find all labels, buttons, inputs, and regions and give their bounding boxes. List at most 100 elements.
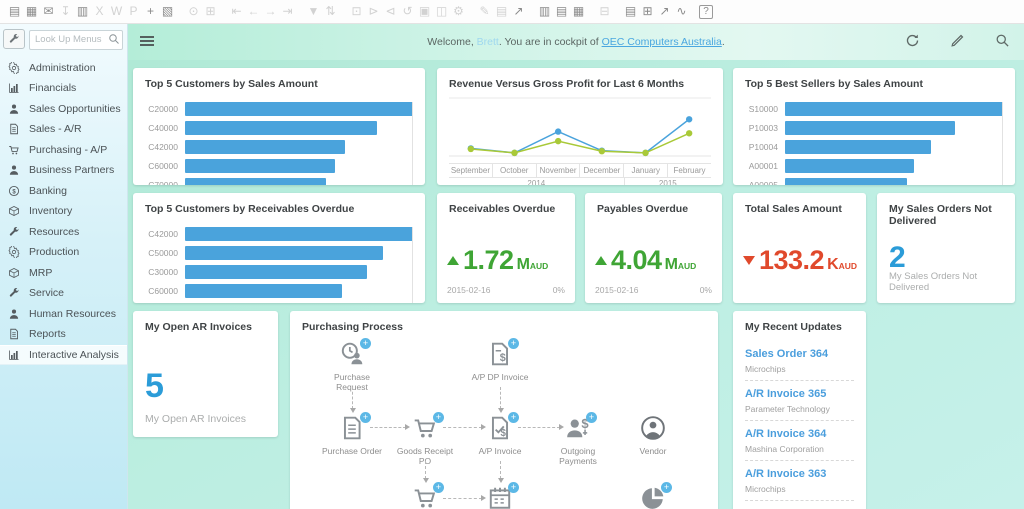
duplicate-icon[interactable]: ▤ [495, 4, 508, 18]
process-node-goods-receipt-po[interactable]: + Goods Receipt PO [392, 412, 458, 466]
widget-kpi-receivables-overdue[interactable]: Receivables Overdue 1.72 M AUD 2015-02-1… [437, 193, 575, 303]
document-link-icon[interactable]: ⊡ [351, 4, 362, 18]
gross-profit-point-october[interactable] [511, 149, 518, 157]
process-node-purchase-order[interactable]: + Purchase Order [319, 412, 385, 456]
export-query-icon[interactable]: ↗ [659, 4, 670, 18]
sidebar-item-sales-opportunities[interactable]: Sales Opportunities [0, 99, 127, 120]
process-node-a-p-invoice[interactable]: + A/P Invoice [467, 412, 533, 456]
tools-button[interactable] [3, 29, 25, 50]
bar-c70000[interactable] [185, 178, 327, 185]
bar-a00005[interactable] [785, 178, 908, 185]
print-preview-icon[interactable]: ▤ [8, 4, 21, 18]
process-node-outgoing-payments[interactable]: + Outgoing Payments [545, 412, 611, 466]
document-journal-icon[interactable]: ▦ [572, 4, 585, 18]
journal-voucher-icon[interactable]: ▤ [555, 4, 568, 18]
add-badge-icon[interactable]: + [508, 338, 519, 349]
refresh-icon[interactable] [905, 33, 920, 48]
org-chart-icon[interactable]: ⊟ [599, 4, 610, 18]
process-node-vendor[interactable]: Vendor [620, 415, 686, 456]
sidebar-item-banking[interactable]: Banking [0, 181, 127, 202]
sidebar-item-reports[interactable]: Reports [0, 324, 127, 345]
process-node-8[interactable]: + [467, 482, 533, 509]
update-link-a-r-invoice-364[interactable]: A/R Invoice 364 [745, 428, 827, 440]
print-icon[interactable]: ▦ [25, 4, 38, 18]
bar-c40000[interactable] [185, 121, 377, 135]
edit-icon[interactable]: ✎ [479, 4, 490, 18]
sort-icon[interactable]: ⇅ [325, 4, 336, 18]
process-node-7[interactable]: + [392, 482, 458, 509]
gross-profit-point-january[interactable] [642, 149, 649, 157]
add-badge-icon[interactable]: + [433, 482, 444, 493]
sidebar-item-administration[interactable]: Administration [0, 58, 127, 79]
bar-p10004[interactable] [785, 140, 932, 154]
company-link[interactable]: OEC Computers Australia [601, 36, 722, 48]
add-badge-icon[interactable]: + [508, 412, 519, 423]
bar-p10003[interactable] [785, 121, 956, 135]
previous-record-icon[interactable]: ← [247, 4, 260, 18]
sidebar-item-production[interactable]: Production [0, 242, 127, 263]
hamburger-menu-icon[interactable] [140, 36, 154, 47]
email-icon[interactable]: ✉ [43, 4, 54, 18]
print-layout-icon[interactable]: ▥ [76, 4, 89, 18]
export-pdf-icon[interactable]: P [129, 4, 138, 18]
add-badge-icon[interactable]: + [661, 482, 672, 493]
form-settings-icon[interactable]: ▧ [161, 4, 174, 18]
find-icon[interactable]: ⊙ [188, 4, 199, 18]
bar-c42000[interactable] [185, 140, 345, 154]
sidebar-item-sales-a-r[interactable]: Sales - A/R [0, 119, 127, 140]
sidebar-item-business-partners[interactable]: Business Partners [0, 160, 127, 181]
add-badge-icon[interactable]: + [433, 412, 444, 423]
update-link-a-r-invoice-363[interactable]: A/R Invoice 363 [745, 468, 827, 480]
search-icon[interactable] [995, 33, 1010, 48]
picture-icon[interactable]: ▣ [418, 4, 431, 18]
base-document-icon[interactable]: ⊲ [385, 4, 396, 18]
document-settings-icon[interactable]: ⚙ [453, 4, 464, 18]
sidebar-item-mrp[interactable]: MRP [0, 263, 127, 284]
revenue-point-february[interactable] [685, 116, 693, 123]
bar-c60000[interactable] [185, 159, 336, 173]
export-word-icon[interactable]: W [110, 4, 123, 18]
sidebar-item-financials[interactable]: Financials [0, 78, 127, 99]
gross-profit-point-november[interactable] [554, 137, 562, 145]
bar-c20000[interactable] [185, 102, 413, 116]
export-excel-icon[interactable]: X [95, 4, 104, 18]
export-file-icon[interactable]: ↧ [60, 4, 71, 18]
gross-profit-point-february[interactable] [685, 130, 693, 137]
widget-kpi-sales-orders-not-delivered[interactable]: My Sales Orders Not Delivered 2 My Sales… [877, 193, 1015, 303]
bar-c60000[interactable] [185, 284, 343, 298]
sidebar-item-resources[interactable]: Resources [0, 222, 127, 243]
gross-profit-point-december[interactable] [598, 148, 606, 155]
query-preview-icon[interactable]: ▤ [624, 4, 637, 18]
next-record-icon[interactable]: → [264, 4, 277, 18]
update-link-a-r-invoice-365[interactable]: A/R Invoice 365 [745, 388, 827, 400]
add-record-icon[interactable]: ⊞ [205, 4, 216, 18]
filter-icon[interactable]: ▼ [307, 4, 320, 18]
menu-search-input[interactable] [29, 29, 123, 50]
help-icon[interactable]: ? [699, 4, 713, 19]
split-screen-icon[interactable]: ◫ [435, 4, 448, 18]
bar-a00001[interactable] [785, 159, 914, 173]
query-generator-icon[interactable]: ⊞ [642, 4, 653, 18]
bar-c30000[interactable] [185, 265, 368, 279]
transaction-journal-icon[interactable]: ▥ [538, 4, 551, 18]
sidebar-item-inventory[interactable]: Inventory [0, 201, 127, 222]
widget-kpi-total-sales-amount[interactable]: Total Sales Amount 133.2 K AUD [733, 193, 866, 303]
bar-c50000[interactable] [185, 246, 384, 260]
edit-cockpit-icon[interactable] [950, 33, 965, 48]
gross-profit-point-september[interactable] [467, 145, 475, 153]
process-node-9[interactable]: + [620, 482, 686, 509]
add-badge-icon[interactable]: + [508, 482, 519, 493]
sidebar-item-interactive-analysis[interactable]: Interactive Analysis [0, 344, 127, 365]
restore-icon[interactable]: ↺ [402, 4, 413, 18]
target-document-icon[interactable]: ⊳ [368, 4, 379, 18]
process-node-purchase-request[interactable]: + Purchase Request [319, 338, 385, 392]
revenue-point-november[interactable] [554, 128, 562, 135]
bar-s10000[interactable] [785, 102, 1003, 116]
add-badge-icon[interactable]: + [360, 412, 371, 423]
move-icon[interactable]: + [146, 4, 154, 18]
add-badge-icon[interactable]: + [586, 412, 597, 423]
add-badge-icon[interactable]: + [360, 338, 371, 349]
sidebar-item-service[interactable]: Service [0, 283, 127, 304]
send-icon[interactable]: ↗ [513, 4, 524, 18]
process-node-a-p-dp-invoice[interactable]: + A/P DP Invoice [467, 338, 533, 382]
